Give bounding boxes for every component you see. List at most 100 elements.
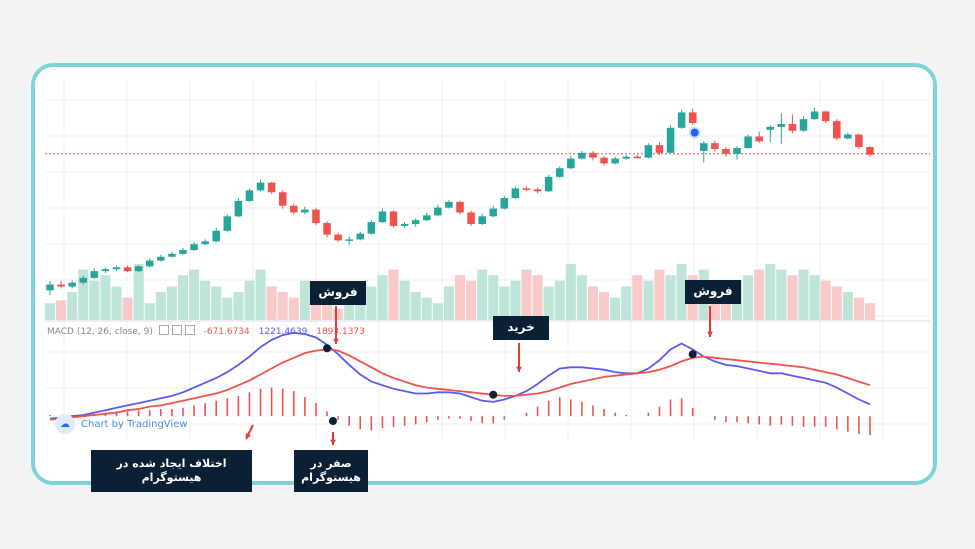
- cross-point-buy: [489, 390, 498, 399]
- candle-body: [777, 123, 786, 127]
- volume-bar: [754, 269, 765, 320]
- macd-legend: MACD (12, 26, close, 9) -671.6734 1221.4…: [47, 325, 365, 337]
- candle-body: [522, 188, 531, 190]
- volume-bar: [244, 280, 255, 320]
- candle-body: [722, 148, 730, 154]
- candle-body: [511, 188, 520, 199]
- candle-body: [489, 208, 498, 217]
- candle-body: [799, 119, 808, 131]
- volume-bar: [56, 300, 67, 320]
- arrow-head: [516, 366, 522, 372]
- volume-bar: [388, 269, 399, 320]
- volume-bar: [344, 303, 355, 320]
- candle-body: [622, 156, 630, 159]
- candle-body: [301, 209, 309, 213]
- candle-body: [434, 207, 442, 216]
- volume-bar: [211, 286, 222, 320]
- watermark-text: Chart by TradingView: [81, 418, 188, 430]
- volume-bar: [532, 275, 543, 320]
- candle-body: [755, 136, 763, 142]
- macd-value-2: 1221.4639: [258, 327, 308, 337]
- volume-bar: [310, 297, 321, 320]
- volume-bar: [443, 286, 454, 320]
- volume-bar: [100, 275, 111, 320]
- volume-bar: [499, 286, 510, 320]
- candle-body: [168, 253, 176, 257]
- candle-body: [334, 234, 342, 241]
- volume-bar: [166, 286, 177, 320]
- annotations: [245, 306, 713, 445]
- volume-bar: [543, 286, 554, 320]
- candle-body: [832, 121, 841, 139]
- candle-body: [821, 111, 830, 122]
- candle-body: [633, 156, 642, 159]
- volume-bar: [255, 269, 266, 320]
- volume-bar: [610, 297, 621, 320]
- volume-bar: [432, 303, 443, 320]
- candle-body: [312, 209, 320, 224]
- candle-body: [677, 112, 686, 128]
- volume-bar: [654, 269, 665, 320]
- volume-bar: [853, 297, 864, 320]
- volume-bar: [133, 264, 144, 320]
- candle-body: [256, 182, 265, 191]
- volume-bar: [842, 292, 853, 320]
- volume-bar: [377, 275, 388, 320]
- volume-bar: [709, 292, 720, 320]
- callout-divergence: اختلاف ایجاد شده در هیستوگرام: [91, 450, 252, 492]
- candle-body: [179, 249, 187, 254]
- volume-bar: [266, 286, 277, 320]
- arrow-divergence: [245, 424, 254, 440]
- candle-body: [644, 145, 653, 158]
- volume-bar: [78, 269, 89, 320]
- candle-body: [46, 284, 54, 291]
- arrow-head: [245, 433, 251, 439]
- volume-bar: [399, 280, 410, 320]
- candle-body: [844, 134, 852, 139]
- candle-body: [367, 222, 376, 234]
- volume-bar: [643, 280, 654, 320]
- histogram-zero-point: [329, 417, 337, 425]
- arrow-sell-1: [333, 306, 339, 344]
- arrow-sell-2: [707, 306, 713, 337]
- close-icon[interactable]: [184, 325, 195, 335]
- macd-value-1: -671.6734: [203, 327, 250, 337]
- settings-icon[interactable]: [158, 325, 169, 335]
- cross-point-sell-2: [688, 350, 697, 359]
- volume-bar: [89, 280, 100, 320]
- candle-body: [600, 157, 608, 164]
- volume-bar: [355, 292, 366, 320]
- candle-body: [445, 201, 453, 208]
- volume-bar: [632, 275, 643, 320]
- volume-bar: [421, 297, 432, 320]
- volume-bar: [554, 280, 565, 320]
- arrow-head: [330, 439, 336, 445]
- volume-bar: [809, 275, 820, 320]
- volume-bar: [776, 269, 787, 320]
- candles: [46, 107, 874, 296]
- candle-body: [234, 200, 243, 217]
- candle-body: [278, 192, 287, 206]
- grid: [45, 80, 930, 440]
- macd-line: [49, 331, 871, 420]
- candle-body: [666, 127, 675, 153]
- candle-body: [733, 148, 741, 154]
- volume-bar: [510, 280, 521, 320]
- candle-body: [655, 145, 664, 153]
- volume-bar: [820, 280, 831, 320]
- eye-icon[interactable]: [171, 325, 182, 335]
- volume-bar: [831, 286, 842, 320]
- volume-bar: [765, 264, 776, 320]
- candle-body: [201, 241, 209, 245]
- candle-body: [567, 158, 575, 169]
- candle-body: [79, 277, 88, 283]
- tradingview-watermark[interactable]: ☁ Chart by TradingView: [55, 414, 188, 434]
- candle-body: [212, 230, 220, 242]
- volume-bar: [333, 308, 344, 320]
- candle-body: [378, 211, 387, 223]
- volume-bar: [299, 280, 310, 320]
- volume-bar: [410, 292, 421, 320]
- volume-bar: [587, 286, 599, 320]
- candle-body: [223, 216, 232, 231]
- volume-bar: [189, 269, 200, 320]
